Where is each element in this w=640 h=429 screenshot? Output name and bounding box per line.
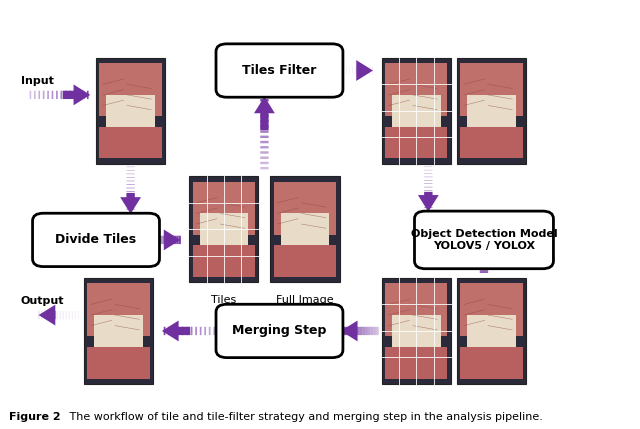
FancyBboxPatch shape [281, 214, 329, 245]
FancyBboxPatch shape [106, 95, 155, 127]
FancyBboxPatch shape [96, 58, 165, 164]
FancyBboxPatch shape [216, 44, 343, 97]
Text: Tiles Filter: Tiles Filter [243, 64, 317, 77]
FancyBboxPatch shape [460, 347, 523, 378]
FancyBboxPatch shape [94, 315, 143, 347]
Text: Input: Input [21, 76, 54, 86]
FancyBboxPatch shape [216, 304, 343, 358]
FancyBboxPatch shape [271, 176, 340, 282]
Text: Tiles: Tiles [211, 295, 236, 305]
FancyBboxPatch shape [381, 58, 451, 164]
Text: Full Image: Full Image [276, 295, 334, 305]
Text: Merging Step: Merging Step [232, 324, 326, 338]
FancyBboxPatch shape [392, 315, 440, 347]
FancyBboxPatch shape [457, 58, 526, 164]
FancyBboxPatch shape [460, 63, 523, 116]
FancyBboxPatch shape [460, 127, 523, 158]
FancyBboxPatch shape [193, 245, 255, 277]
FancyBboxPatch shape [193, 182, 255, 235]
FancyBboxPatch shape [457, 278, 526, 384]
FancyBboxPatch shape [88, 283, 150, 336]
FancyBboxPatch shape [385, 283, 447, 336]
FancyBboxPatch shape [467, 95, 516, 127]
Text: The workflow of tile and tile-filter strategy and merging step in the analysis p: The workflow of tile and tile-filter str… [66, 412, 543, 422]
FancyBboxPatch shape [460, 283, 523, 336]
FancyBboxPatch shape [385, 63, 447, 116]
Text: Object Detection Model
YOLOV5 / YOLOX: Object Detection Model YOLOV5 / YOLOX [411, 229, 557, 251]
FancyBboxPatch shape [88, 347, 150, 378]
FancyBboxPatch shape [99, 127, 162, 158]
Text: Figure 2: Figure 2 [9, 412, 60, 422]
FancyBboxPatch shape [33, 213, 159, 266]
FancyBboxPatch shape [274, 182, 336, 235]
FancyBboxPatch shape [189, 176, 259, 282]
FancyBboxPatch shape [385, 347, 447, 378]
Text: Divide Tiles: Divide Tiles [56, 233, 136, 246]
FancyBboxPatch shape [415, 211, 554, 269]
Text: Output: Output [21, 296, 65, 306]
FancyBboxPatch shape [392, 95, 440, 127]
FancyBboxPatch shape [274, 245, 336, 277]
FancyBboxPatch shape [84, 278, 153, 384]
FancyBboxPatch shape [385, 127, 447, 158]
FancyBboxPatch shape [381, 278, 451, 384]
FancyBboxPatch shape [99, 63, 162, 116]
FancyBboxPatch shape [200, 214, 248, 245]
FancyBboxPatch shape [467, 315, 516, 347]
